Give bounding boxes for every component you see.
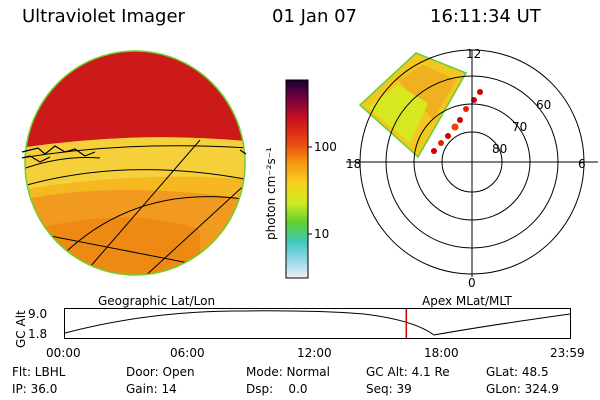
polar-plot [346, 49, 598, 277]
instrument-title: Ultraviolet Imager [22, 6, 185, 27]
lat-label-70: 70 [512, 120, 528, 134]
colorbar [285, 79, 312, 279]
mlt-label-12: 12 [466, 47, 482, 61]
info-door: Door: Open [126, 365, 195, 379]
info-mode: Mode: Normal [246, 365, 330, 379]
info-glon: GLon: 324.9 [486, 382, 559, 396]
lat-label-60: 60 [536, 98, 552, 112]
orbit-altitude-plot [64, 308, 571, 339]
x-tick-0600: 06:00 [170, 346, 205, 360]
x-tick-1200: 12:00 [297, 346, 332, 360]
date-label: 01 Jan 07 [272, 6, 357, 27]
info-gc-alt: GC Alt: 4.1 Re [366, 365, 450, 379]
x-tick-0000: 00:00 [46, 346, 81, 360]
info-ip: IP: 36.0 [12, 382, 58, 396]
mlt-label-6: 6 [578, 157, 586, 171]
mlt-label-0: 0 [468, 276, 476, 290]
globe-image [21, 50, 247, 276]
info-glat: GLat: 48.5 [486, 365, 549, 379]
time-label: 16:11:34 UT [430, 6, 541, 27]
x-tick-2359: 23:59 [550, 346, 585, 360]
lat-label-80: 80 [492, 142, 508, 156]
mlt-label-18: 18 [346, 157, 362, 171]
colorbar-tick-100: 100 [314, 140, 337, 154]
colorbar-label: photon cm⁻²s⁻¹ [264, 147, 278, 240]
info-filter: Flt: LBHL [12, 365, 66, 379]
info-gain: Gain: 14 [126, 382, 177, 396]
x-tick-1800: 18:00 [424, 346, 459, 360]
gc-alt-label: GC Alt [14, 310, 28, 348]
geographic-caption: Geographic Lat/Lon [98, 294, 216, 308]
alt-tick-low: 1.8 [28, 327, 48, 341]
info-seq: Seq: 39 [366, 382, 412, 396]
info-dsp: Dsp: 0.0 [246, 382, 308, 396]
colorbar-tick-10: 10 [314, 227, 330, 241]
apex-caption: Apex MLat/MLT [422, 294, 512, 308]
alt-tick-high: 9.0 [28, 307, 48, 321]
